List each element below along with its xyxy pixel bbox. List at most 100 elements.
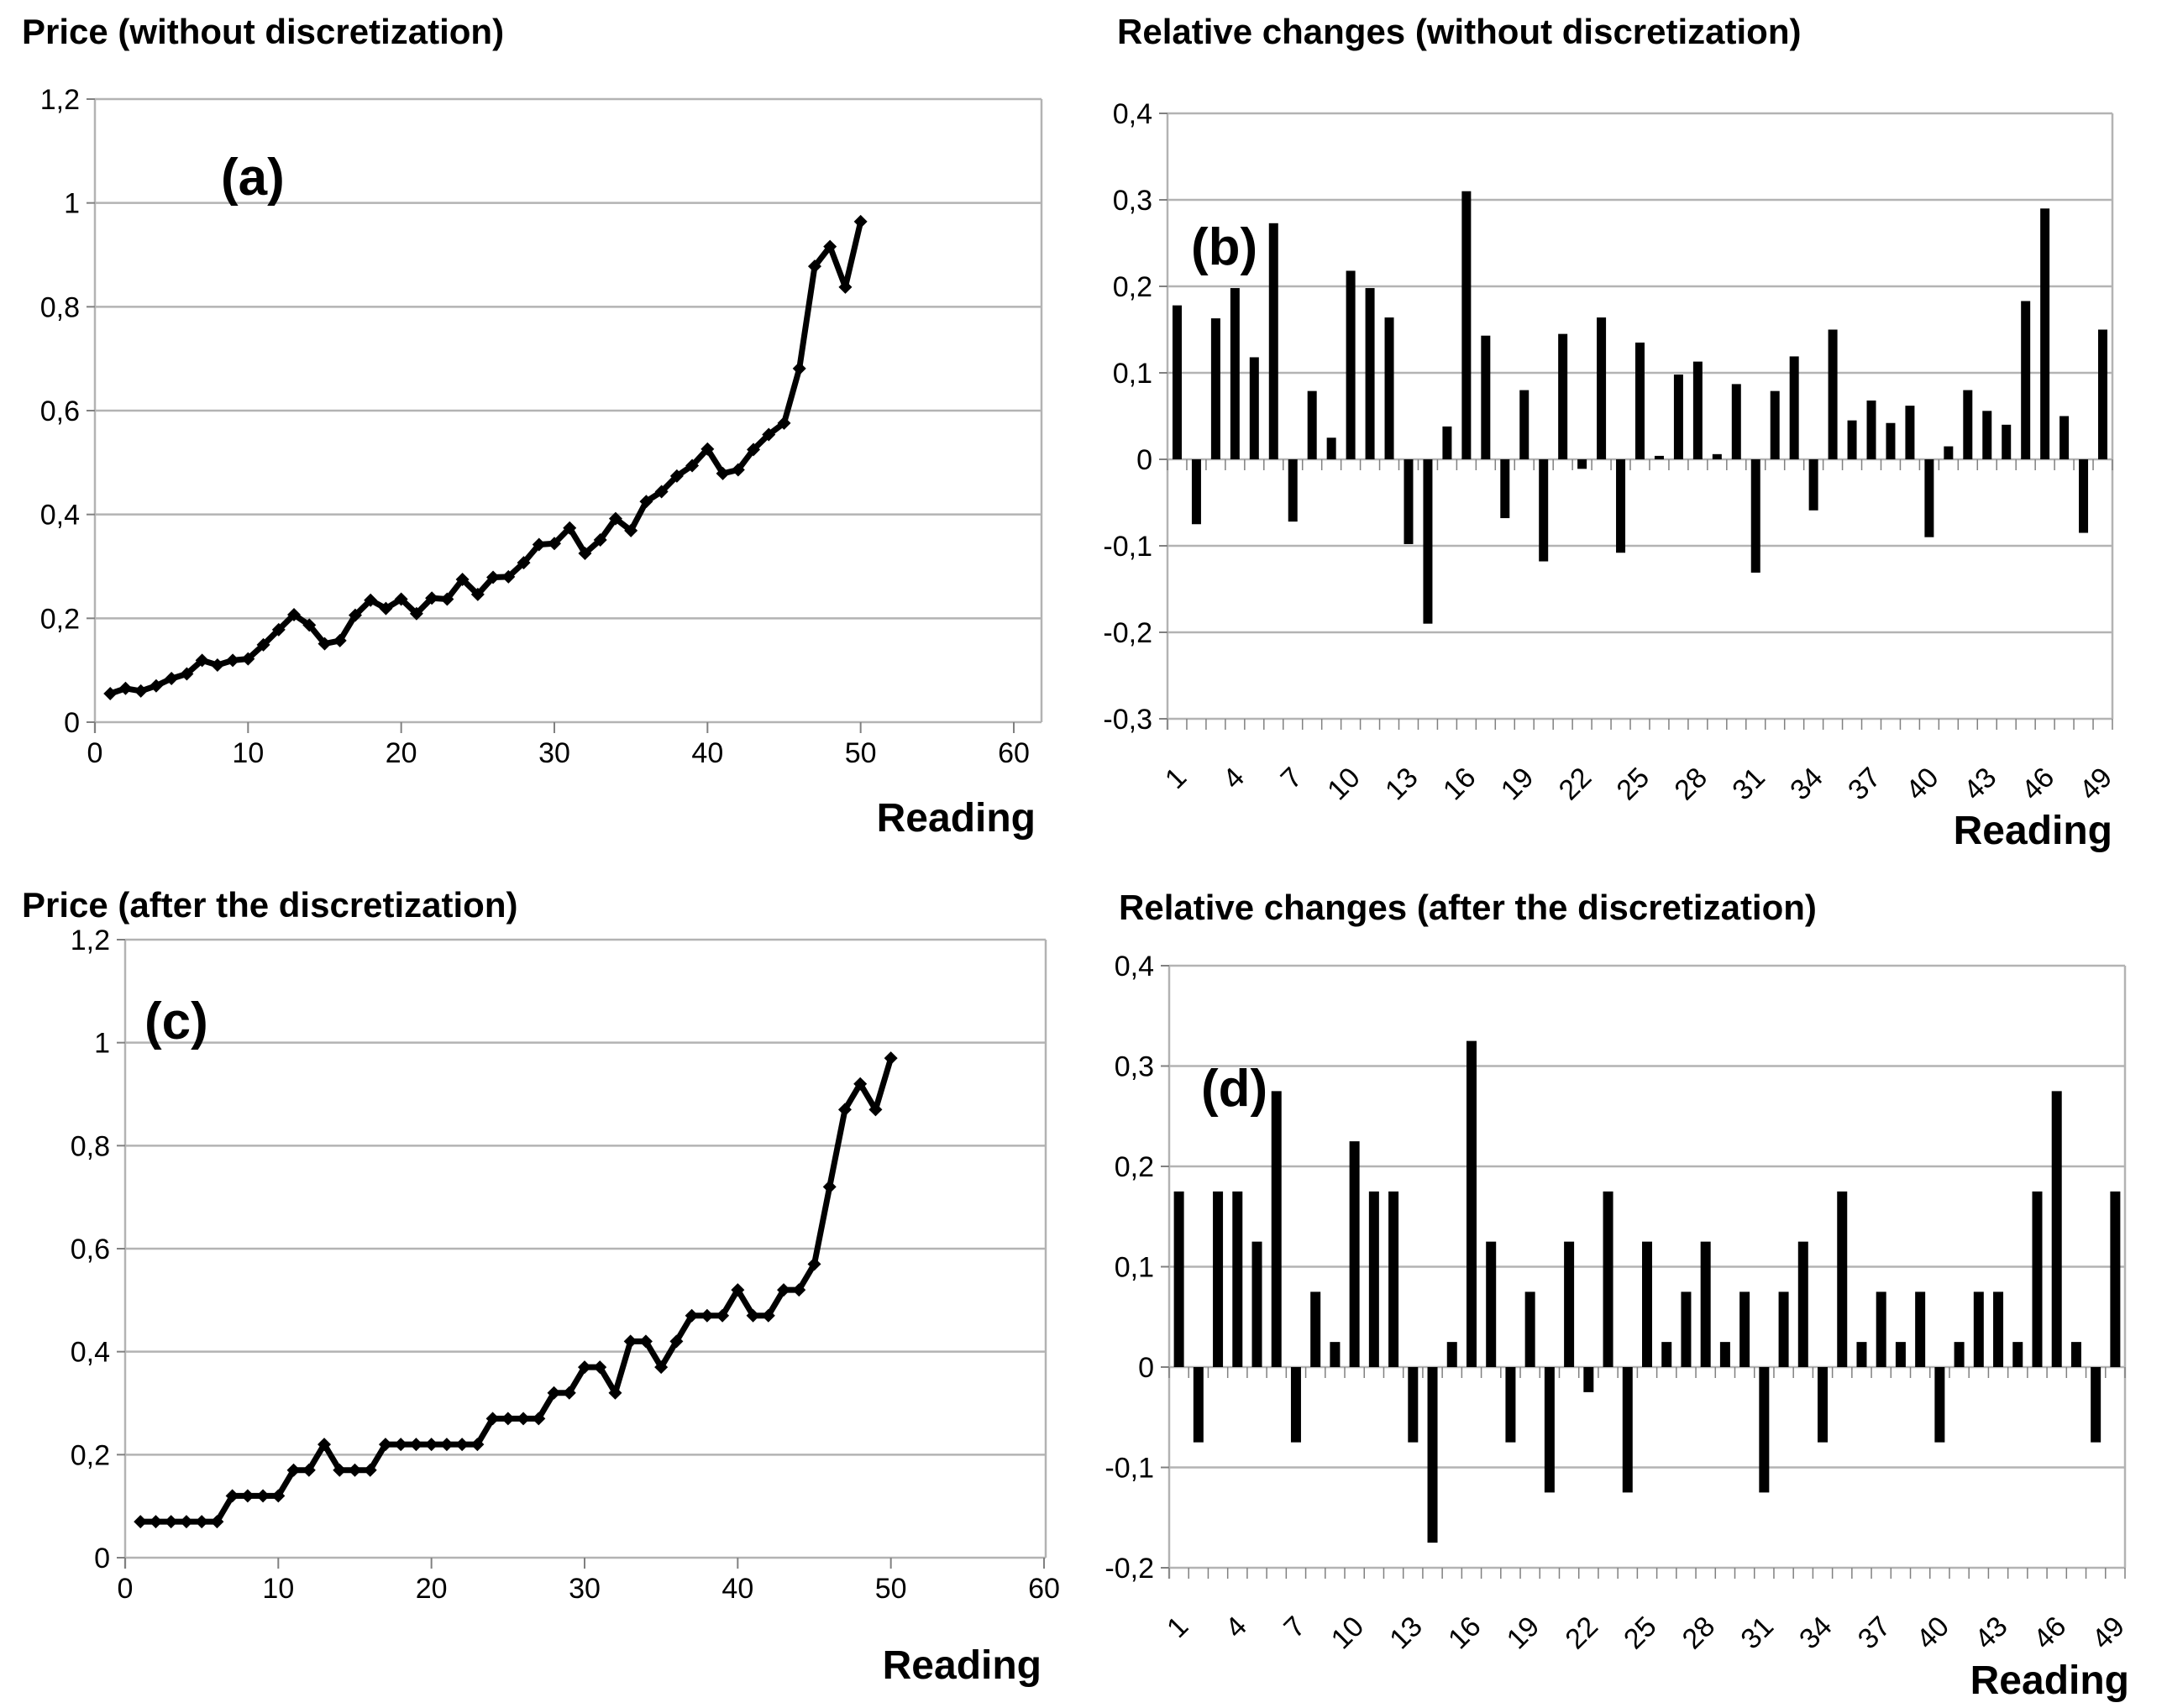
bar xyxy=(2070,1342,2081,1367)
diamond-marker xyxy=(654,485,669,499)
bar xyxy=(1700,1241,1711,1367)
bar xyxy=(1326,437,1336,459)
bar xyxy=(2098,329,2108,459)
diamond-marker xyxy=(868,1103,883,1117)
diamond-marker xyxy=(792,1283,806,1297)
bar xyxy=(1856,1342,1867,1367)
bar xyxy=(1778,1291,1789,1367)
x-tick-label-rotated: 40 xyxy=(1910,1611,1955,1656)
diamond-marker xyxy=(118,681,133,695)
x-tick-label-rotated: 40 xyxy=(1900,762,1945,807)
diamond-marker xyxy=(440,592,454,606)
diamond-marker xyxy=(685,1308,699,1323)
x-tick-label-rotated: 22 xyxy=(1553,762,1598,807)
bar xyxy=(1346,270,1356,459)
x-tick-label: 30 xyxy=(538,737,570,769)
diamond-marker xyxy=(271,622,286,637)
diamond-marker xyxy=(700,1308,714,1323)
x-tick-label-rotated: 7 xyxy=(1275,762,1309,795)
x-tick-label: 10 xyxy=(232,737,264,769)
diamond-marker xyxy=(578,547,592,561)
bar xyxy=(1172,305,1182,459)
bar xyxy=(1388,1191,1399,1367)
y-axis-labels: -0,3 -0,2 -0,1 0 0,1 0,2 0,3 0,4 xyxy=(1103,98,1152,736)
bar xyxy=(1539,459,1549,562)
bar xyxy=(1934,1367,1945,1443)
tick-marks xyxy=(1161,965,2126,1579)
panel-a-plot: 0 0,2 0,4 0,6 0,8 1 1,2 0 10 20 30 40 50 60 xyxy=(40,84,1043,769)
x-tick-label: 30 xyxy=(569,1573,601,1605)
diamond-marker xyxy=(624,523,638,537)
panel-a-xaxis-title: Reading xyxy=(877,796,1036,841)
tick-marks xyxy=(1159,113,2113,730)
diamond-marker xyxy=(256,1489,270,1503)
diamond-marker xyxy=(563,521,577,535)
panel-b-plot: -0,3 -0,2 -0,1 0 0,1 0,2 0,3 0,4 1 4 7 10 13 16 19 22 25… xyxy=(1103,98,2118,806)
y-tick-label: 1,2 xyxy=(40,84,80,116)
x-tick-label-rotated: 43 xyxy=(1958,762,2003,807)
bar xyxy=(1597,317,1607,459)
bar xyxy=(1271,1091,1282,1367)
panel-b: -0,3 -0,2 -0,1 0 0,1 0,2 0,3 0,4 1 4 7 10 13 16 19 22 25… xyxy=(1103,12,2118,853)
diamond-marker xyxy=(241,652,255,666)
diamond-marker xyxy=(378,1438,392,1452)
bar xyxy=(1731,384,1741,459)
diamond-marker xyxy=(623,1334,638,1349)
diamond-marker xyxy=(517,556,531,570)
bar xyxy=(1944,446,1954,459)
bar xyxy=(1210,318,1220,459)
y-tick-label: 0,4 xyxy=(71,1337,110,1369)
x-tick-label-rotated: 16 xyxy=(1442,1611,1488,1656)
diamond-marker xyxy=(470,587,485,601)
price-line-series xyxy=(134,1051,898,1529)
bar xyxy=(1924,459,1934,537)
bar xyxy=(1524,1291,1535,1367)
y-axis-labels: 0 0,2 0,4 0,6 0,8 1 1,2 xyxy=(71,925,110,1574)
diamond-marker xyxy=(654,1360,669,1375)
bar xyxy=(1193,1367,1204,1443)
diamond-marker xyxy=(134,684,148,698)
bar xyxy=(1446,1342,1457,1367)
diamond-marker xyxy=(287,608,302,622)
y-tick-label: -0,1 xyxy=(1103,531,1152,563)
axis-lines xyxy=(123,940,1047,1569)
diamond-marker xyxy=(547,1386,561,1400)
x-tick-label: 0 xyxy=(87,737,103,769)
x-tick-label-rotated: 4 xyxy=(1217,762,1251,795)
bar xyxy=(1191,459,1201,525)
diamond-marker xyxy=(761,1308,775,1323)
panel-d-plot: -0,2 -0,1 0 0,1 0,2 0,3 0,4 1 4 7 10 13 16 19 22 25 28 31… xyxy=(1104,951,2131,1655)
x-tick-label-rotated: 49 xyxy=(2074,762,2119,807)
x-tick-label: 40 xyxy=(721,1573,753,1605)
y-tick-label: 0,2 xyxy=(40,603,80,635)
diamond-marker xyxy=(807,259,821,274)
bar xyxy=(1635,342,1645,459)
diamond-marker xyxy=(195,653,209,668)
panel-a-title: Price (without discretization) xyxy=(22,12,504,51)
bar xyxy=(1750,459,1760,573)
bar xyxy=(1173,1191,1184,1367)
diamond-marker xyxy=(716,1308,730,1323)
bar xyxy=(1466,1040,1477,1367)
diamond-marker xyxy=(394,592,408,606)
bar xyxy=(1797,1241,1808,1367)
bar xyxy=(1915,1291,1926,1367)
diamond-marker xyxy=(853,214,868,228)
x-tick-label-rotated: 37 xyxy=(1852,1611,1897,1656)
axis-lines xyxy=(1167,966,2127,1579)
bar xyxy=(1905,406,1915,459)
x-tick-label: 0 xyxy=(118,1573,134,1605)
diamond-marker xyxy=(486,570,501,584)
bar xyxy=(1866,400,1876,459)
line-markers xyxy=(103,214,868,700)
y-tick-label: -0,2 xyxy=(1104,1553,1154,1585)
diamond-marker xyxy=(762,427,776,442)
bar xyxy=(2051,1091,2062,1367)
diamond-marker xyxy=(792,361,806,375)
diamond-marker xyxy=(180,667,194,681)
diamond-marker xyxy=(195,1515,209,1529)
y-tick-label: 1 xyxy=(94,1028,110,1060)
x-tick-label-rotated: 19 xyxy=(1501,1611,1546,1656)
y-tick-label: 0 xyxy=(1136,444,1152,476)
x-tick-label: 10 xyxy=(262,1573,294,1605)
